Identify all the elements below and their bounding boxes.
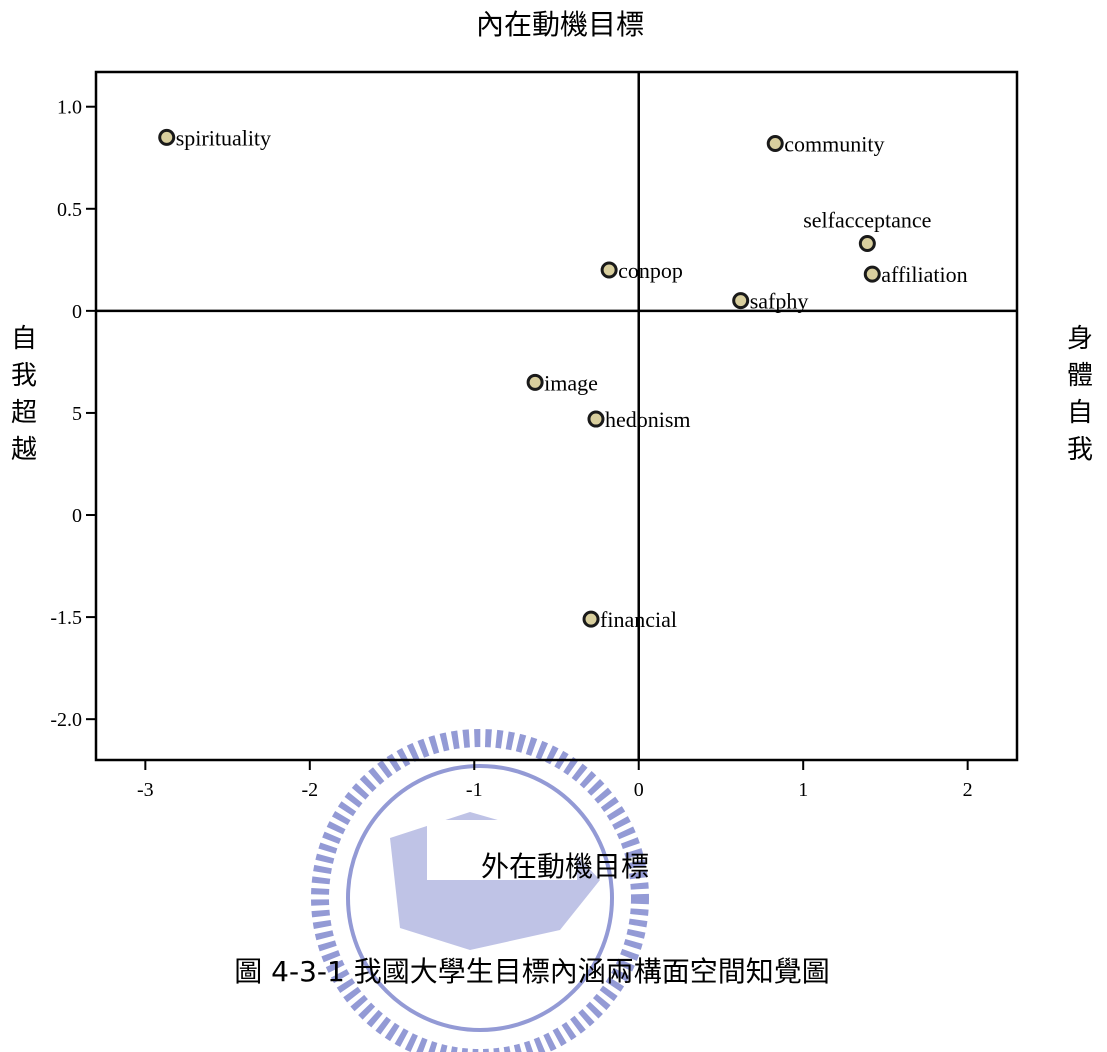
x-tick-label: 2 xyxy=(963,779,973,801)
scatter-points: spirituality community selfacceptance affil… xyxy=(158,125,968,632)
seal-outer-ring xyxy=(311,729,649,1052)
point-label-hedonism: hedonism xyxy=(605,407,691,432)
x-tick-label: -1 xyxy=(466,779,483,801)
point-label-spirituality: spirituality xyxy=(176,125,271,150)
side-label-text: 身體自我 xyxy=(1067,324,1093,465)
x-axis-label: 外在動機目標 xyxy=(481,850,649,883)
x-tick-label: -3 xyxy=(137,779,154,801)
y-tick-label: 0 xyxy=(72,301,82,323)
point-label-financial: financial xyxy=(600,607,677,632)
point-marker-affiliation xyxy=(863,265,881,283)
university-seal-watermark xyxy=(311,729,649,1052)
chart-title: 內在動機目標 xyxy=(476,8,644,41)
y-tick-label: 0.5 xyxy=(57,199,82,221)
point-marker-spirituality xyxy=(158,128,176,146)
y-tick-label: -2.0 xyxy=(50,709,82,731)
y-tick-label: 1.0 xyxy=(57,97,82,119)
point-label-safphy: safphy xyxy=(750,289,809,314)
point-marker-conpop xyxy=(600,261,618,279)
y-axis-label-right: 身體自我 xyxy=(1067,324,1093,465)
point-marker-safphy xyxy=(732,292,750,310)
seal-white-band xyxy=(427,820,577,880)
y-tick-label: 5 xyxy=(72,403,82,425)
y-axis-ticks: 1.0 0.5 0 5 0 -1.5 -2.0 xyxy=(50,97,96,731)
x-tick-label: 0 xyxy=(634,779,644,801)
y-axis-label-left: 自我超越 xyxy=(11,324,37,465)
x-tick-label: 1 xyxy=(798,779,808,801)
side-label-text: 自我超越 xyxy=(11,324,37,465)
point-label-selfacceptance: selfacceptance xyxy=(803,207,931,232)
point-marker-financial xyxy=(582,610,600,628)
point-label-conpop: conpop xyxy=(618,258,683,283)
point-marker-image xyxy=(526,373,544,391)
x-axis-ticks: -3 -2 -1 0 1 2 xyxy=(137,760,973,801)
point-marker-hedonism xyxy=(587,410,605,428)
point-label-affiliation: affiliation xyxy=(881,262,967,287)
x-tick-label: -2 xyxy=(301,779,318,801)
point-marker-community xyxy=(766,134,784,152)
y-tick-label: 0 xyxy=(72,505,82,527)
seal-inner-ring xyxy=(346,764,614,1032)
figure-caption: 圖 4-3-1 我國大學生目標內涵兩構面空間知覺圖 xyxy=(234,955,829,988)
point-label-image: image xyxy=(544,370,598,395)
y-tick-label: -1.5 xyxy=(50,607,82,629)
point-marker-selfacceptance xyxy=(858,234,876,252)
point-label-community: community xyxy=(784,131,884,156)
plot-frame xyxy=(94,70,1019,762)
